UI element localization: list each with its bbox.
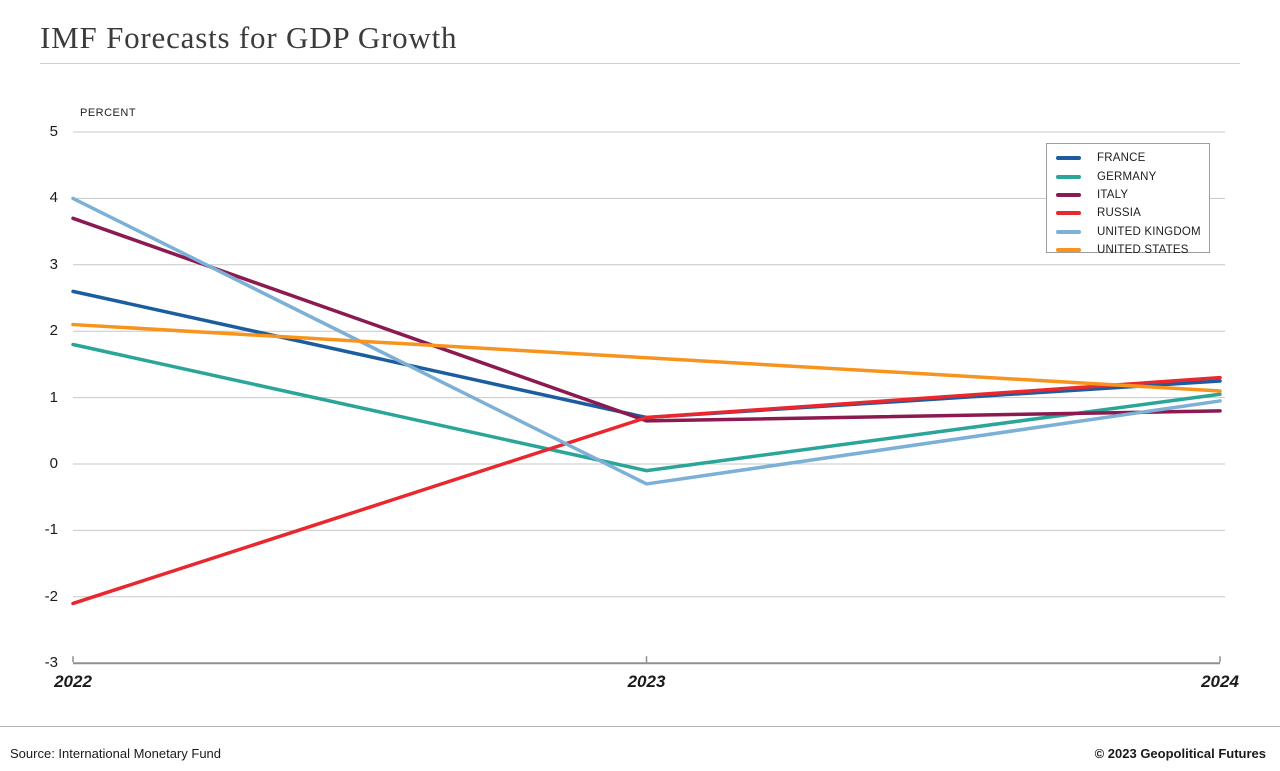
legend-swatch-icon bbox=[1056, 156, 1081, 161]
legend-box: FRANCE GERMANY ITALY RUSSIA UNITED KINGDOM UN… bbox=[1046, 143, 1210, 256]
y-tick-label: 1 bbox=[49, 388, 58, 406]
series-line-russia bbox=[71, 375, 1222, 606]
legend-swatch-icon bbox=[1056, 192, 1081, 197]
y-tick-label: 2 bbox=[49, 322, 58, 340]
legend-label: GERMANY bbox=[1097, 170, 1157, 183]
y-tick-label: -1 bbox=[44, 521, 58, 539]
source-note: Source: International Monetary Fund bbox=[10, 746, 222, 761]
copyright-note: © 2023 Geopolitical Futures bbox=[1094, 746, 1266, 761]
x-tick-label: 2022 bbox=[54, 672, 92, 691]
legend-item-germany: GERMANY bbox=[1047, 167, 1209, 185]
legend-item-united-kingdom: UNITED KINGDOM bbox=[1047, 223, 1209, 241]
legend-swatch-icon bbox=[1056, 174, 1081, 179]
legend-swatch-icon bbox=[1056, 211, 1081, 216]
y-tick-label: 0 bbox=[49, 455, 58, 472]
footer-divider bbox=[0, 726, 1280, 727]
y-tick-label: -2 bbox=[44, 587, 58, 605]
line-chart-plot bbox=[71, 131, 1225, 665]
legend-label: UNITED STATES bbox=[1097, 244, 1189, 257]
series-line-italy bbox=[71, 216, 1222, 423]
y-tick-label: -3 bbox=[44, 654, 58, 672]
y-tick-label: 4 bbox=[49, 189, 58, 207]
legend-item-russia: RUSSIA bbox=[1047, 204, 1209, 222]
page-title: IMF Forecasts for GDP Growth bbox=[40, 20, 458, 55]
x-tick-label: 2024 bbox=[1201, 672, 1239, 691]
title-divider bbox=[40, 63, 1240, 64]
legend-label: RUSSIA bbox=[1097, 207, 1142, 220]
legend-item-france: FRANCE bbox=[1047, 149, 1209, 167]
series-line-germany bbox=[71, 342, 1222, 473]
legend-swatch-icon bbox=[1056, 248, 1081, 253]
series-line-united-states bbox=[71, 322, 1222, 393]
x-tick-label: 2023 bbox=[627, 672, 666, 691]
legend-item-united-states: UNITED STATES bbox=[1047, 241, 1209, 259]
y-axis-unit-label: PERCENT bbox=[80, 107, 137, 119]
legend-label: UNITED KINGDOM bbox=[1097, 225, 1201, 238]
legend-item-italy: ITALY bbox=[1047, 186, 1209, 204]
legend-label: ITALY bbox=[1097, 188, 1129, 201]
legend-swatch-icon bbox=[1056, 229, 1081, 234]
legend-label: FRANCE bbox=[1097, 152, 1146, 165]
y-tick-label: 5 bbox=[49, 123, 58, 140]
series-line-united-kingdom bbox=[71, 196, 1222, 486]
series-line-france bbox=[71, 289, 1222, 420]
y-tick-label: 3 bbox=[49, 255, 58, 273]
